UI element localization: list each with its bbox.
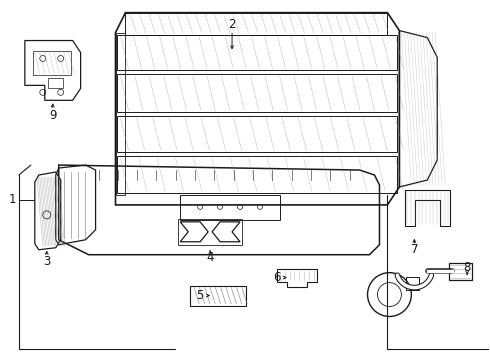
Text: 8: 8 [464, 261, 471, 274]
Text: 2: 2 [228, 18, 236, 31]
Polygon shape [212, 222, 240, 242]
Text: 5: 5 [196, 289, 204, 302]
Text: 1: 1 [9, 193, 17, 206]
Polygon shape [449, 263, 472, 280]
Text: 7: 7 [411, 243, 418, 256]
Text: 3: 3 [43, 255, 50, 268]
Text: 9: 9 [49, 109, 56, 122]
Text: 4: 4 [206, 251, 214, 264]
Text: 6: 6 [273, 271, 281, 284]
Polygon shape [180, 222, 208, 242]
